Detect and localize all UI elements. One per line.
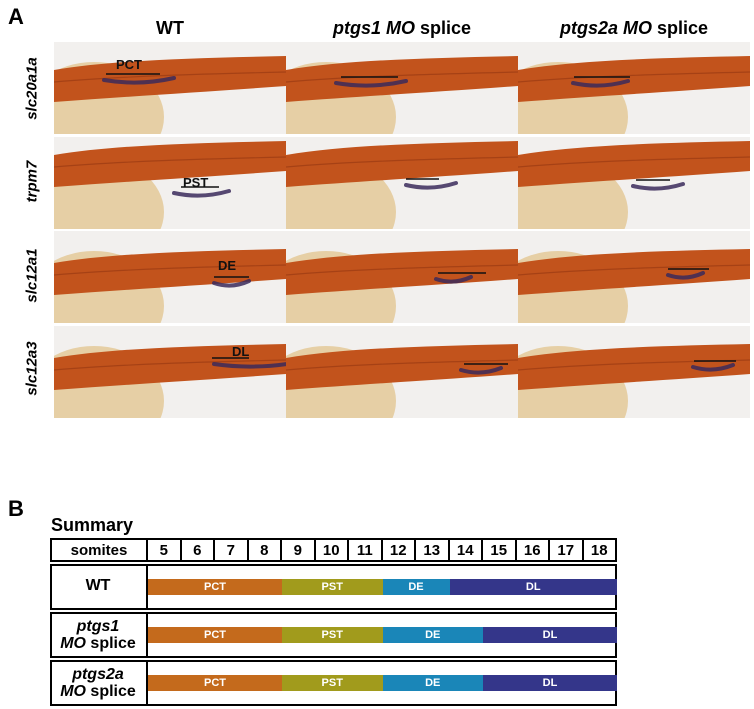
embryo-image-trpm7-col1	[54, 137, 286, 229]
label-pst: PST	[183, 175, 209, 190]
embryo-image-slc12a1-col2	[286, 231, 518, 323]
row-label-slc12a3: slc12a3	[23, 341, 41, 396]
embryo-image-slc20a1a-col1	[54, 42, 286, 134]
summary-row-name: ptgs1 MO splice	[50, 618, 146, 652]
segment-bar-dl: DL	[449, 579, 617, 595]
label-de: DE	[218, 258, 237, 273]
column-header-gene: ptgs1 MO	[332, 18, 415, 38]
column-header-wt: WT	[54, 18, 286, 39]
summary-row-label-box	[50, 564, 148, 610]
embryo-image-slc20a1a-col2	[286, 42, 518, 134]
summary-row-name: WT	[50, 577, 146, 594]
row-label-slc20a1a: slc20a1a	[23, 57, 41, 120]
somite-header-cell: 17	[548, 538, 584, 562]
somite-header-cell: 12	[380, 538, 416, 562]
column-header-ptgs1: ptgs1 MO splice	[286, 18, 518, 39]
somite-header-cell: 15	[481, 538, 517, 562]
somite-header-cell: 5	[146, 538, 182, 562]
column-header-gene: ptgs2a MO	[559, 18, 652, 38]
column-header-suffix: splice	[414, 18, 472, 38]
segment-bar-de: DE	[382, 675, 483, 691]
label-pct: PCT	[116, 57, 142, 72]
summary-title: Summary	[51, 515, 134, 535]
somite-header-cell: 6	[179, 538, 215, 562]
segment-bar-pst: PST	[282, 579, 383, 595]
segment-bar-dl: DL	[483, 675, 617, 691]
somite-header-cell: 14	[447, 538, 483, 562]
somite-header-cell: 16	[514, 538, 550, 562]
somite-header-cell: 8	[246, 538, 282, 562]
segment-bar-dl: DL	[483, 627, 617, 643]
segment-bar-pct: PCT	[148, 579, 282, 595]
segment-bar-pct: PCT	[148, 627, 282, 643]
embryo-image-slc12a3-col3	[518, 326, 750, 418]
somite-header-cell: 9	[280, 538, 316, 562]
label-dl: DL	[232, 344, 250, 359]
panel-letter-a: A	[8, 4, 24, 29]
column-header-ptgs2a: ptgs2a MO splice	[518, 18, 750, 39]
row-label-slc12a1: slc12a1	[23, 248, 41, 303]
somite-header-cell: 13	[414, 538, 450, 562]
embryo-image-slc12a1-col1	[54, 231, 286, 323]
column-header-suffix: splice	[651, 18, 709, 38]
column-header-suffix: WT	[156, 18, 184, 38]
panel-letter-b: B	[8, 496, 24, 521]
segment-bar-de: DE	[382, 627, 483, 643]
row-label-trpm7: trpm7	[23, 160, 41, 203]
summary-row-name-line1: WT	[85, 577, 111, 594]
embryo-image-trpm7-col2	[286, 137, 518, 229]
somites-header: somites	[50, 538, 148, 562]
embryo-image-slc20a1a-col3	[518, 42, 750, 134]
somite-header-cell: 11	[347, 538, 383, 562]
somite-header-cell: 7	[213, 538, 249, 562]
summary-row-label-box	[50, 660, 148, 706]
summary-row-name-line1: ptgs2a	[72, 666, 124, 683]
summary-row-name-line2: MO splice	[60, 683, 136, 700]
segment-bar-de: DE	[382, 579, 450, 595]
embryo-image-slc12a1-col3	[518, 231, 750, 323]
somite-header-cell: 10	[313, 538, 349, 562]
summary-row-name: ptgs2a MO splice	[50, 666, 146, 700]
segment-bar-pst: PST	[282, 675, 383, 691]
embryo-image-trpm7-col3	[518, 137, 750, 229]
somite-header-cell: 18	[581, 538, 617, 562]
embryo-image-slc12a3-col1	[54, 326, 286, 418]
summary-row-name-line1: ptgs1	[76, 618, 120, 635]
summary-row-name-line2: MO splice	[60, 635, 136, 652]
segment-bar-pct: PCT	[148, 675, 282, 691]
summary-row-label-box	[50, 612, 148, 658]
segment-bar-pst: PST	[282, 627, 383, 643]
embryo-image-slc12a3-col2	[286, 326, 518, 418]
